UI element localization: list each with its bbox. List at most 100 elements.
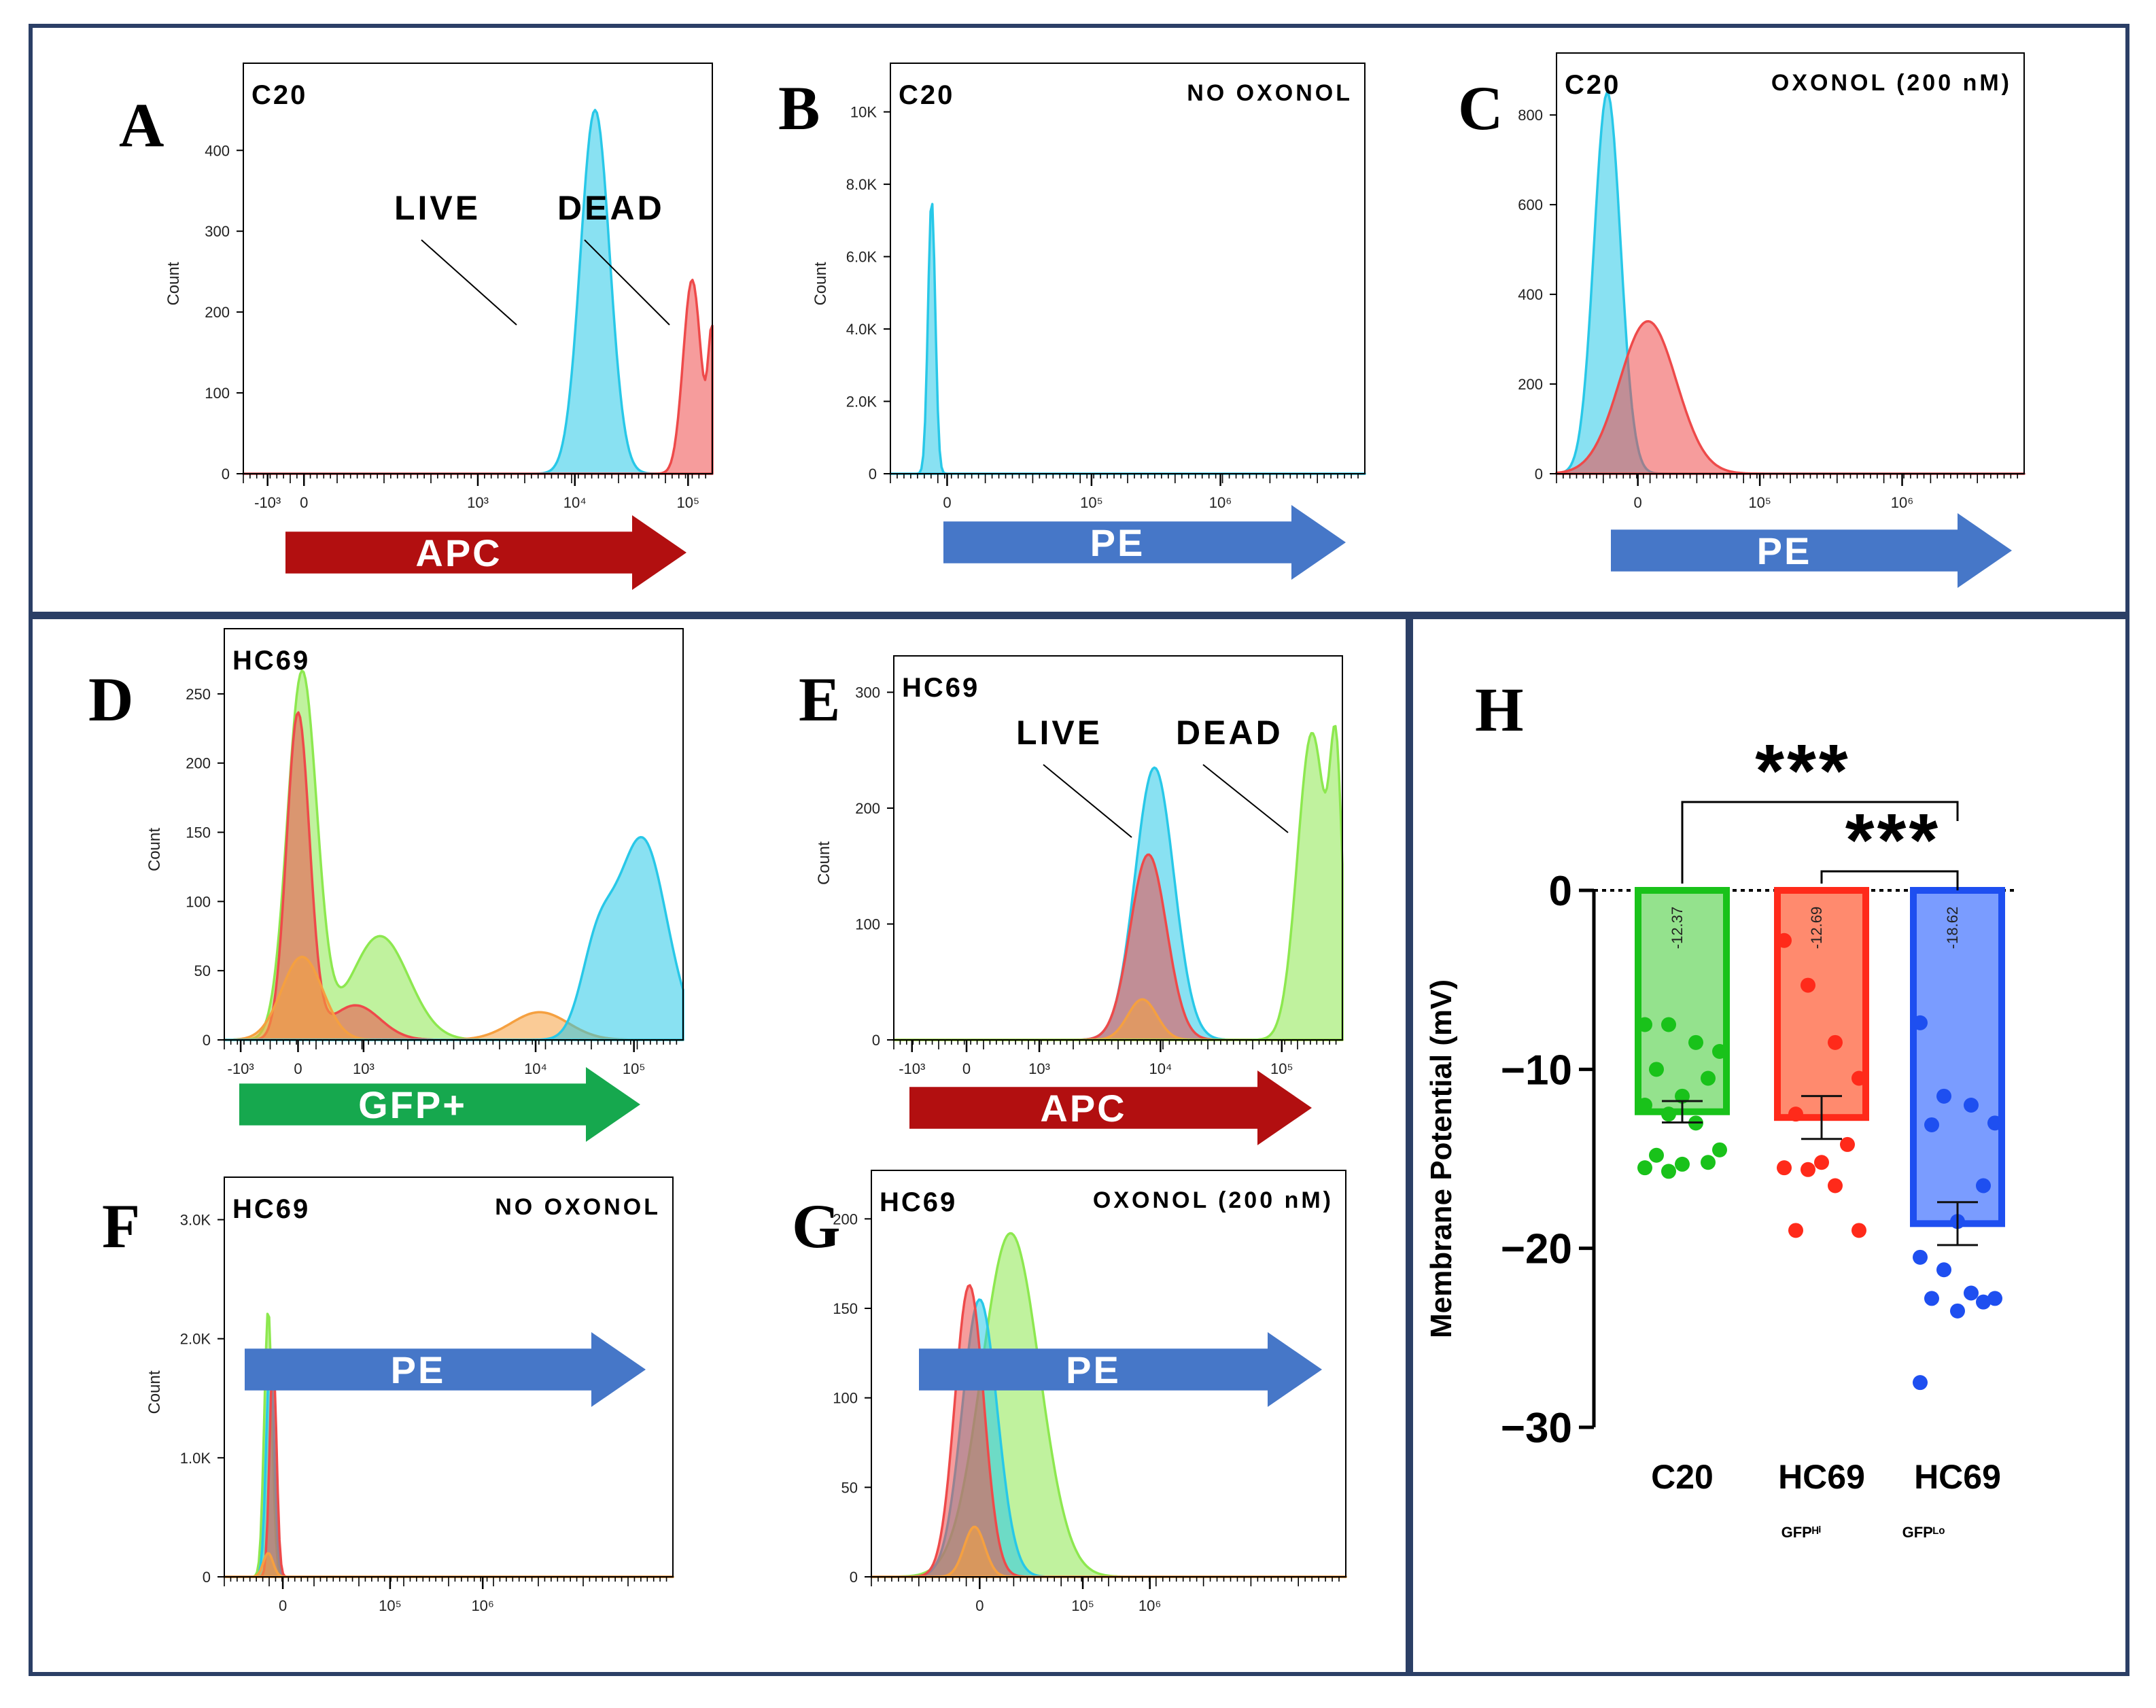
data-point — [1701, 1070, 1716, 1086]
bottom-right-frame — [1409, 615, 2129, 1676]
data-point — [1913, 1375, 1928, 1391]
y-tick-label: 10K — [850, 104, 877, 121]
panel-c: C C20 OXONOL (200 nM) 0 200 400 600 800 0 10⁵ 10⁶ P… — [1458, 52, 2025, 588]
bottom-left-frame — [29, 615, 1410, 1676]
axis-arrow — [245, 1332, 646, 1407]
y-tick-label: 0 — [850, 1569, 858, 1586]
significance-bracket — [1820, 870, 1959, 890]
sample-label: C20 — [251, 80, 307, 110]
data-point — [1777, 1160, 1792, 1176]
panel-letter: A — [119, 90, 164, 160]
data-point — [1936, 1088, 1951, 1104]
data-point — [1701, 1155, 1716, 1170]
x-tick-label: -10³ — [899, 1060, 925, 1077]
y-tick-label: 100 — [186, 893, 211, 910]
y-axis-label: Count — [812, 262, 830, 305]
significance-label: *** — [1755, 729, 1850, 813]
x-tick-label: 0 — [962, 1060, 971, 1077]
data-point — [1987, 1115, 2002, 1131]
sample-label: HC69 — [902, 673, 979, 703]
x-tick-label: 10⁵ — [379, 1597, 402, 1614]
data-point — [1851, 1223, 1866, 1238]
x-tick-label: 10⁵ — [1748, 494, 1771, 511]
bar-3 — [1910, 887, 2005, 1227]
y-tick-label: 100 — [205, 385, 230, 402]
panel-letter: E — [799, 665, 840, 734]
x-tick-label: 0 — [300, 494, 308, 511]
y-axis-label: Membrane Potential (mV) — [1425, 979, 1458, 1338]
x-tick-label: 0 — [294, 1060, 302, 1077]
y-tick-label: 150 — [833, 1300, 858, 1317]
y-tick-label: −20 — [1501, 1226, 1572, 1273]
x-tick-label: 10⁶ — [471, 1597, 494, 1614]
data-point — [1851, 1070, 1866, 1086]
data-point — [1637, 1160, 1652, 1176]
data-point — [1788, 1223, 1803, 1238]
y-tick-label: 250 — [186, 686, 211, 703]
condition-label: NO OXONOL — [1187, 80, 1353, 106]
y-axis-label: Count — [164, 262, 183, 305]
data-point — [1814, 1155, 1829, 1170]
x-tick-label: 10⁴ — [563, 494, 587, 511]
y-tick-label: 8.0K — [846, 176, 877, 193]
data-point — [1828, 1034, 1843, 1050]
x-tick-label: 10⁴ — [1149, 1060, 1172, 1077]
x-tick-label: 0 — [1634, 494, 1642, 511]
data-point — [1924, 1117, 1939, 1132]
data-point — [1661, 1164, 1676, 1179]
x-tick-label: 10⁵ — [1071, 1597, 1094, 1614]
data-point — [1688, 1034, 1703, 1050]
x-tick-label: 10³ — [353, 1060, 375, 1077]
data-point — [1828, 1178, 1843, 1193]
data-point — [1675, 1156, 1690, 1172]
data-point — [1675, 1088, 1690, 1104]
data-point — [1801, 977, 1815, 993]
category-label: HC69 — [1914, 1458, 2001, 1496]
condition-label: NO OXONOL — [495, 1194, 661, 1220]
y-axis-label: Count — [815, 841, 833, 885]
condition-label: OXONOL (200 nM) — [1771, 70, 2012, 96]
y-tick-label: 1.0K — [180, 1450, 211, 1467]
data-point — [1661, 1017, 1676, 1032]
callout-line — [1043, 764, 1132, 838]
y-tick-label: 100 — [855, 916, 880, 933]
y-tick-label: 200 — [833, 1210, 858, 1227]
y-tick-label: 50 — [841, 1479, 858, 1496]
axis-label: APC — [1040, 1087, 1126, 1130]
panel-letter: H — [1475, 675, 1524, 744]
x-tick-label: -10³ — [254, 494, 281, 511]
data-point — [1801, 1162, 1815, 1177]
y-tick-label: 100 — [833, 1390, 858, 1407]
sample-label: HC69 — [880, 1187, 957, 1217]
axis-arrow — [909, 1070, 1312, 1145]
axis-arrow — [285, 515, 686, 590]
data-point — [1913, 1249, 1928, 1265]
x-tick-label: 10⁶ — [1138, 1597, 1162, 1614]
callout-dead: DEAD — [1176, 714, 1283, 752]
y-tick-label: 0 — [869, 466, 877, 483]
axis-label: PE — [1090, 521, 1145, 564]
panel-letter: F — [102, 1191, 140, 1261]
data-point — [1649, 1147, 1664, 1163]
data-point — [1950, 1303, 1965, 1319]
bar-value-label: -12.69 — [1808, 907, 1825, 949]
sample-label: C20 — [899, 80, 954, 110]
x-tick-label: 10⁵ — [677, 494, 700, 511]
data-point — [1661, 1106, 1676, 1122]
data-point — [1964, 1098, 1979, 1113]
y-tick-label: 300 — [855, 684, 880, 701]
y-tick-label: 4.0K — [846, 321, 877, 338]
axis-arrow — [943, 505, 1346, 580]
y-axis-label: Count — [145, 828, 164, 871]
x-tick-label: 10⁵ — [1080, 494, 1103, 511]
y-tick-label: 6.0K — [846, 249, 877, 266]
y-tick-label: 0 — [1549, 868, 1572, 915]
y-tick-label: 0 — [203, 1032, 211, 1049]
data-point — [1777, 933, 1792, 948]
panel-f: F HC69 NO OXONOL 0 1.0K 2.0K 3.0K Count 0 10⁵ 10⁶ P… — [102, 1177, 674, 1614]
data-point — [1788, 1106, 1803, 1122]
sample-label: C20 — [1565, 70, 1620, 100]
x-tick-label: 0 — [975, 1597, 984, 1614]
data-point — [1840, 1136, 1855, 1152]
